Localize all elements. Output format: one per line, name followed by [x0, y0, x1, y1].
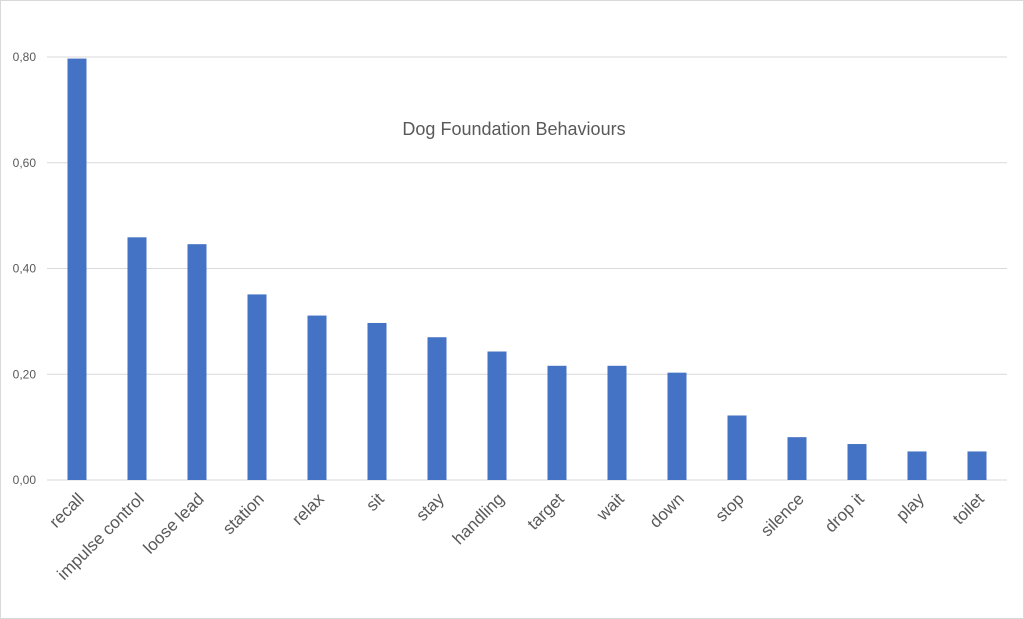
y-axis-ticks: 0,00 0,20 0,40 0,60 0,80: [13, 50, 37, 487]
bars: [67, 58, 987, 481]
x-tick-label: silence: [757, 489, 808, 540]
bar-stay: [427, 337, 447, 480]
x-tick-label: sit: [362, 489, 388, 515]
bar-impulse-control: [127, 237, 147, 480]
bar-toilet: [967, 451, 987, 480]
bar-handling: [487, 351, 507, 480]
x-tick-label: down: [646, 489, 688, 531]
chart-title: Dog Foundation Behaviours: [402, 119, 625, 139]
x-tick-label: wait: [592, 489, 628, 525]
x-tick-label: toilet: [949, 489, 988, 528]
bar-wait: [607, 365, 627, 480]
bar-stop: [727, 415, 747, 480]
bar-relax: [307, 315, 327, 480]
bar-silence: [787, 437, 807, 480]
bar-recall: [67, 58, 87, 481]
x-tick-label: handling: [449, 489, 508, 548]
x-tick-label: target: [524, 489, 568, 533]
x-tick-label: drop it: [821, 489, 868, 536]
y-tick-label: 0,40: [13, 262, 37, 276]
bar-station: [247, 294, 267, 480]
bar-drop-it: [847, 444, 867, 480]
bar-sit: [367, 322, 387, 480]
bar-loose-lead: [187, 244, 207, 480]
y-tick-label: 0,80: [13, 50, 37, 64]
gridlines: [47, 56, 1007, 481]
x-tick-label: loose lead: [140, 489, 208, 557]
bar-down: [667, 372, 687, 480]
x-tick-label: recall: [46, 489, 88, 531]
x-tick-label: play: [892, 489, 928, 525]
x-tick-label: relax: [288, 489, 328, 529]
x-tick-label: station: [219, 489, 268, 538]
bar-target: [547, 365, 567, 480]
y-tick-label: 0,60: [13, 156, 37, 170]
bar-play: [907, 451, 927, 480]
x-tick-label: stay: [412, 489, 448, 525]
y-tick-label: 0,20: [13, 367, 37, 381]
x-tick-label: stop: [712, 489, 748, 525]
y-tick-label: 0,00: [13, 473, 37, 487]
